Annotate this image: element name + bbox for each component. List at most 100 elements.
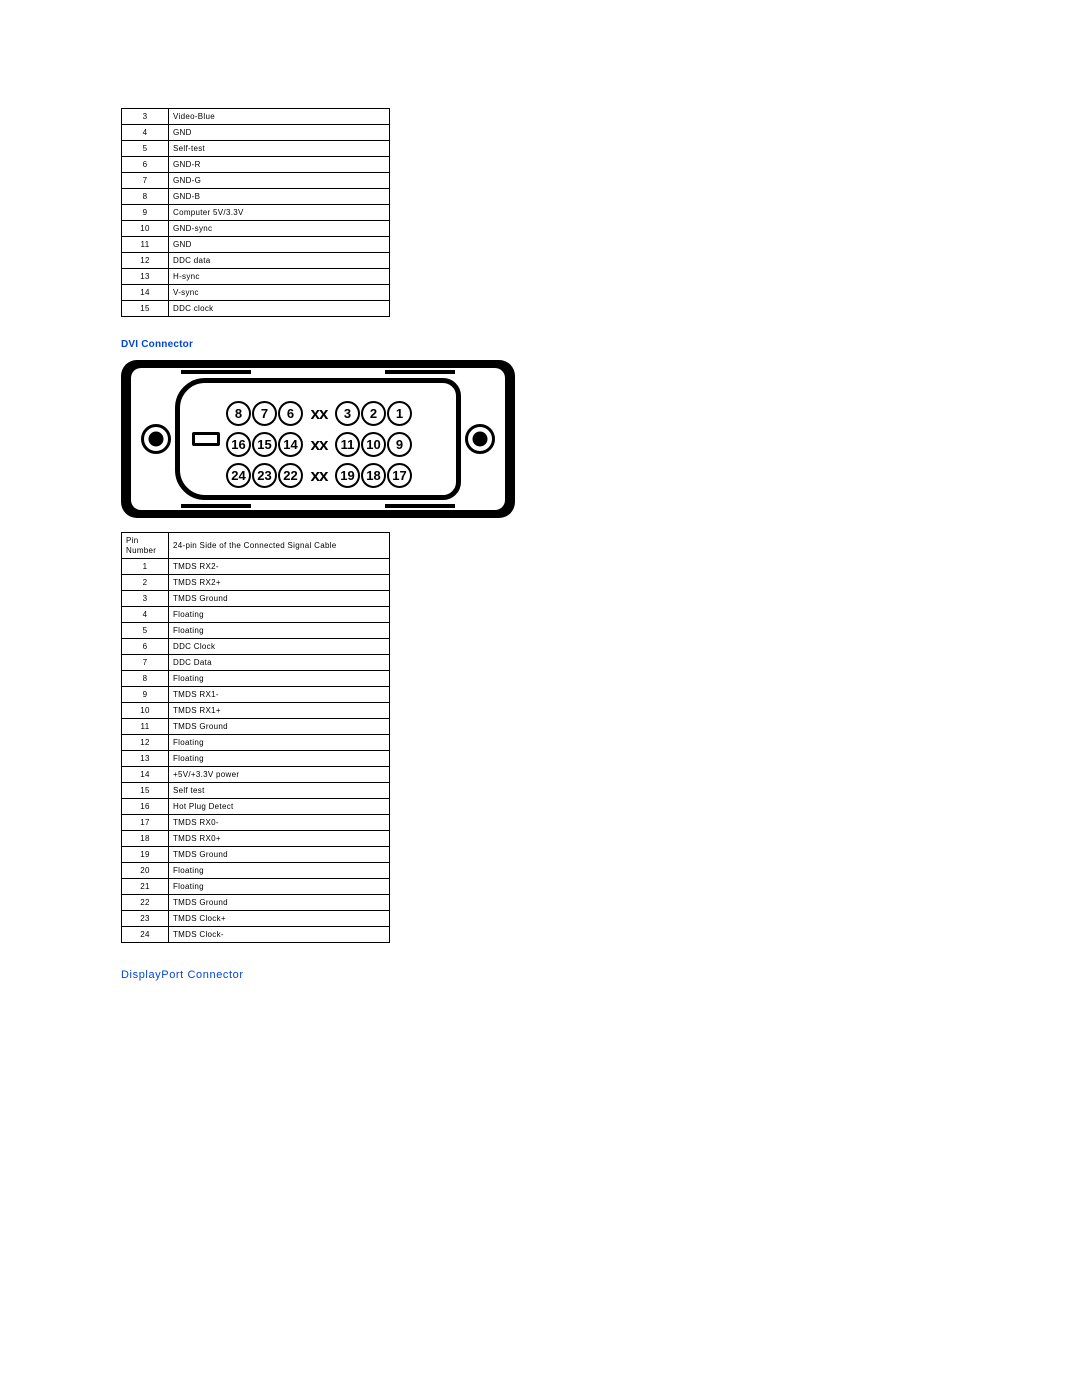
pin-signal-cell: Floating [169,607,390,623]
table-row: 10GND-sync [122,221,390,237]
table-row: 1TMDS RX2- [122,559,390,575]
table-row: 22TMDS Ground [122,895,390,911]
pin-number-cell: 15 [122,301,169,317]
dvi-pin-6: 6 [278,401,303,426]
dvi-pin-row-1: 876xx321 [226,401,412,426]
pin-signal-cell: GND-G [169,173,390,189]
pin-signal-cell: Floating [169,623,390,639]
pin-number-cell: 11 [122,719,169,735]
dvi-pin-row-3: 242322xx191817 [226,463,412,488]
pin-number-cell: 11 [122,237,169,253]
pin-signal-cell: DDC Data [169,655,390,671]
pin-number-cell: 16 [122,799,169,815]
table-row: 6GND-R [122,157,390,173]
table-row: 8GND-B [122,189,390,205]
table-row: 12DDC data [122,253,390,269]
pin-number-cell: 5 [122,623,169,639]
table-row: 7GND-G [122,173,390,189]
pin-number-cell: 14 [122,767,169,783]
pin-signal-cell: GND-B [169,189,390,205]
pin-signal-cell: Self test [169,783,390,799]
table-row: 19TMDS Ground [122,847,390,863]
pin-number-cell: 4 [122,607,169,623]
table-row: 4Floating [122,607,390,623]
dvi-connector-heading: DVI Connector [121,339,1080,350]
dvi-pin-11: 11 [335,432,360,457]
pin-signal-cell: TMDS RX1+ [169,703,390,719]
table-row: 11TMDS Ground [122,719,390,735]
pin-signal-cell: Floating [169,879,390,895]
pin-signal-cell: TMDS RX0- [169,815,390,831]
pin-number-cell: 4 [122,125,169,141]
table-row: 11GND [122,237,390,253]
dvi-pin-22: 22 [278,463,303,488]
vga-pin-table-fragment: 3Video-Blue4GND5Self-test6GND-R7GND-G8GN… [121,108,390,317]
table-row: 13H-sync [122,269,390,285]
dvi-pin-9: 9 [387,432,412,457]
table-row: 2TMDS RX2+ [122,575,390,591]
dvi-pin-shell: 876xx321 161514xx11109 242322xx191817 [175,378,461,500]
pin-signal-cell: GND-R [169,157,390,173]
pin-signal-cell: Floating [169,735,390,751]
pin-number-cell: 12 [122,253,169,269]
dvi-screw-right [465,424,495,454]
pin-number-cell: 14 [122,285,169,301]
dvi-pin-gap: xx [304,435,334,455]
dvi-screw-left [141,424,171,454]
pin-signal-cell: DDC clock [169,301,390,317]
pin-signal-cell: V-sync [169,285,390,301]
pin-signal-cell: Computer 5V/3.3V [169,205,390,221]
table-row: 24TMDS Clock- [122,927,390,943]
pin-number-cell: 23 [122,911,169,927]
pin-number-cell: 15 [122,783,169,799]
table-row: 10TMDS RX1+ [122,703,390,719]
pin-signal-cell: Floating [169,863,390,879]
pin-signal-cell: GND [169,237,390,253]
pin-number-cell: 18 [122,831,169,847]
dvi-pin-10: 10 [361,432,386,457]
pin-number-cell: 13 [122,751,169,767]
pin-number-cell: 12 [122,735,169,751]
pin-signal-cell: Floating [169,751,390,767]
pin-signal-cell: Video-Blue [169,109,390,125]
table-row: 14+5V/+3.3V power [122,767,390,783]
dvi-pin-row-2: 161514xx11109 [226,432,412,457]
pin-number-header: PinNumber [122,533,169,559]
pin-signal-cell: TMDS Clock+ [169,911,390,927]
dvi-connector-diagram: 876xx321 161514xx11109 242322xx191817 [121,360,515,518]
dvi-pin-7: 7 [252,401,277,426]
dvi-pin-gap: xx [304,466,334,486]
dvi-pin-1: 1 [387,401,412,426]
table-row: 8Floating [122,671,390,687]
pin-signal-cell: TMDS RX2- [169,559,390,575]
table-row: 15Self test [122,783,390,799]
table-row: 16Hot Plug Detect [122,799,390,815]
dvi-pin-19: 19 [335,463,360,488]
pin-signal-cell: TMDS RX0+ [169,831,390,847]
document-page: 3Video-Blue4GND5Self-test6GND-R7GND-G8GN… [0,0,1080,1397]
table-row: 5Floating [122,623,390,639]
pin-number-cell: 7 [122,173,169,189]
dvi-pin-24: 24 [226,463,251,488]
dvi-pin-gap: xx [304,404,334,424]
displayport-connector-heading: DisplayPort Connector [121,969,1080,981]
pin-number-cell: 10 [122,703,169,719]
table-row: 18TMDS RX0+ [122,831,390,847]
dvi-top-notch-left [181,370,251,374]
table-row: 4GND [122,125,390,141]
dvi-pin-8: 8 [226,401,251,426]
table-row: 6DDC Clock [122,639,390,655]
pin-number-cell: 5 [122,141,169,157]
dvi-bottom-notch-right [385,504,455,508]
pin-signal-cell: +5V/+3.3V power [169,767,390,783]
dvi-pin-16: 16 [226,432,251,457]
pin-signal-cell: GND-sync [169,221,390,237]
pin-number-cell: 8 [122,671,169,687]
pin-signal-cell: TMDS Ground [169,895,390,911]
table-row: 20Floating [122,863,390,879]
dvi-pin-23: 23 [252,463,277,488]
pin-signal-cell: TMDS RX1- [169,687,390,703]
table-header-row: PinNumber24-pin Side of the Connected Si… [122,533,390,559]
pin-number-cell: 9 [122,205,169,221]
pin-signal-cell: TMDS Clock- [169,927,390,943]
